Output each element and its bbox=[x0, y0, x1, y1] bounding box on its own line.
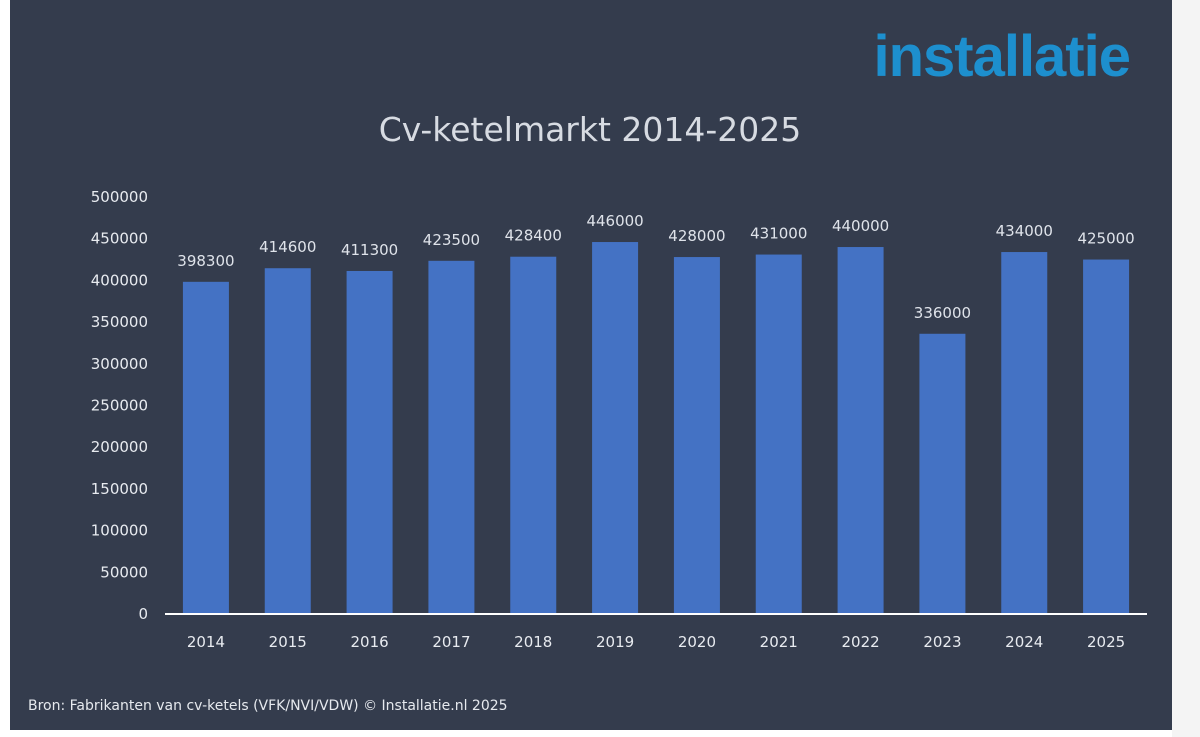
installatie-logo: installatie bbox=[873, 24, 1131, 89]
data-label-2022: 440000 bbox=[832, 217, 889, 235]
data-label-2020: 428000 bbox=[668, 227, 725, 245]
bar-2024 bbox=[1001, 252, 1048, 614]
chart-title: Cv-ketelmarkt 2014-2025 bbox=[378, 110, 802, 149]
bar-2019 bbox=[592, 242, 639, 614]
y-tick-label: 450000 bbox=[91, 230, 148, 248]
data-label-2023: 336000 bbox=[914, 304, 971, 322]
bar-2025 bbox=[1083, 259, 1130, 614]
y-tick-label: 200000 bbox=[91, 438, 148, 456]
data-label-2021: 431000 bbox=[750, 225, 807, 243]
x-tick-label-2017: 2017 bbox=[432, 633, 470, 651]
y-tick-label: 50000 bbox=[100, 563, 148, 581]
bar-2023 bbox=[919, 333, 966, 614]
y-tick-label: 250000 bbox=[91, 397, 148, 415]
y-tick-label: 150000 bbox=[91, 480, 148, 498]
x-tick-label-2015: 2015 bbox=[269, 633, 307, 651]
y-tick-label: 0 bbox=[138, 605, 148, 623]
y-tick-label: 100000 bbox=[91, 522, 148, 540]
bar-2015 bbox=[264, 268, 311, 614]
bar-2018 bbox=[510, 256, 557, 614]
y-tick-label: 350000 bbox=[91, 313, 148, 331]
data-label-2019: 446000 bbox=[586, 212, 643, 230]
x-tick-label-2019: 2019 bbox=[596, 633, 634, 651]
data-label-2025: 425000 bbox=[1077, 230, 1134, 248]
y-tick-label: 500000 bbox=[91, 188, 148, 206]
x-tick-label-2025: 2025 bbox=[1087, 633, 1125, 651]
data-label-2015: 414600 bbox=[259, 238, 316, 256]
x-tick-label-2024: 2024 bbox=[1005, 633, 1043, 651]
data-label-2024: 434000 bbox=[996, 222, 1053, 240]
data-label-2014: 398300 bbox=[177, 252, 234, 270]
x-tick-label-2018: 2018 bbox=[514, 633, 552, 651]
x-tick-label-2022: 2022 bbox=[841, 633, 879, 651]
x-tick-label-2021: 2021 bbox=[760, 633, 798, 651]
x-tick-label-2023: 2023 bbox=[923, 633, 961, 651]
bar-2021 bbox=[755, 254, 802, 614]
bar-2017 bbox=[428, 260, 475, 614]
data-label-2016: 411300 bbox=[341, 241, 398, 259]
source-note: Bron: Fabrikanten van cv-ketels (VFK/NVI… bbox=[28, 698, 508, 714]
x-tick-label-2016: 2016 bbox=[350, 633, 388, 651]
bar-2014 bbox=[182, 281, 229, 614]
right-margin-strip bbox=[1172, 0, 1200, 737]
data-label-2018: 428400 bbox=[505, 227, 562, 245]
y-tick-label: 300000 bbox=[91, 355, 148, 373]
x-tick-label-2020: 2020 bbox=[678, 633, 716, 651]
bar-2020 bbox=[673, 257, 720, 614]
x-tick-label-2014: 2014 bbox=[187, 633, 225, 651]
data-label-2017: 423500 bbox=[423, 231, 480, 249]
bar-2016 bbox=[346, 270, 393, 614]
bar-2022 bbox=[837, 247, 884, 615]
y-tick-label: 400000 bbox=[91, 271, 148, 289]
